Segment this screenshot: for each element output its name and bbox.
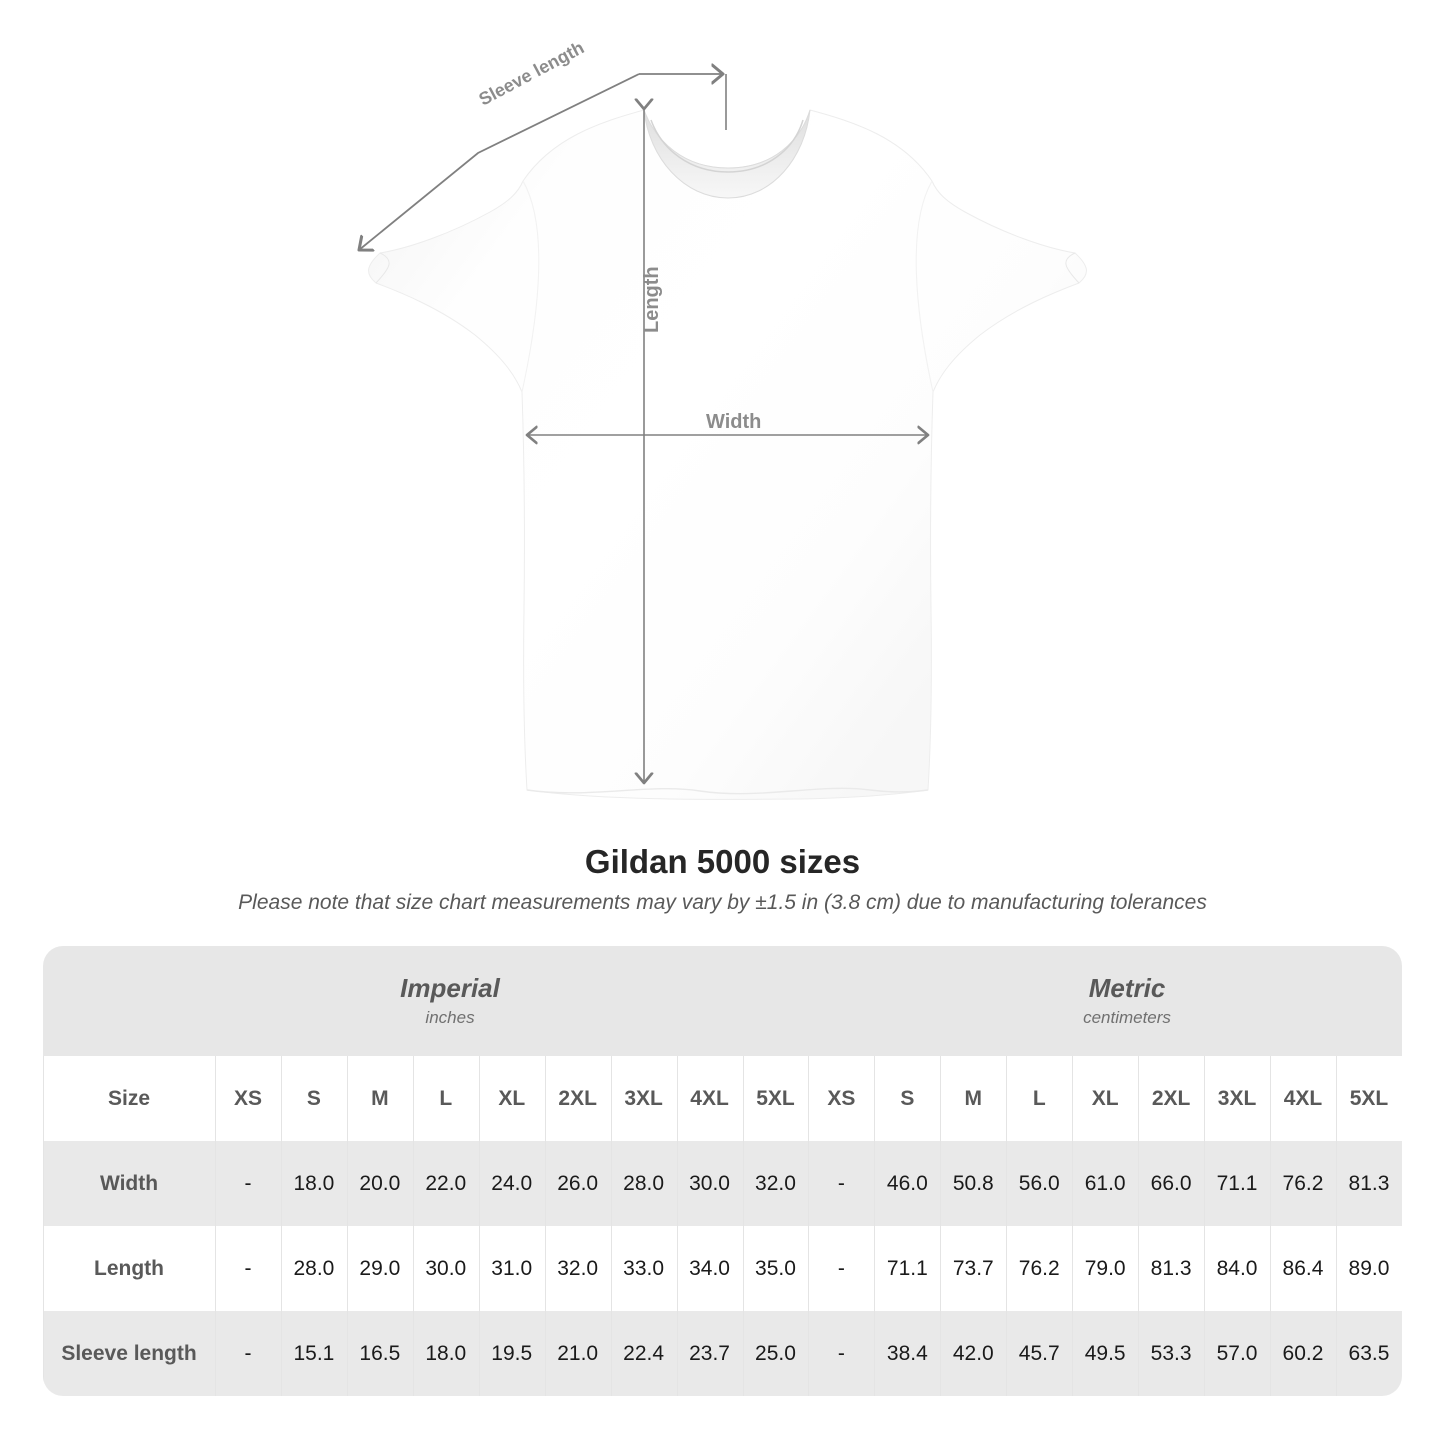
svg-text:Width: Width	[706, 411, 761, 433]
svg-text:Sleeve length: Sleeve length	[475, 37, 587, 109]
svg-text:Length: Length	[641, 266, 663, 333]
